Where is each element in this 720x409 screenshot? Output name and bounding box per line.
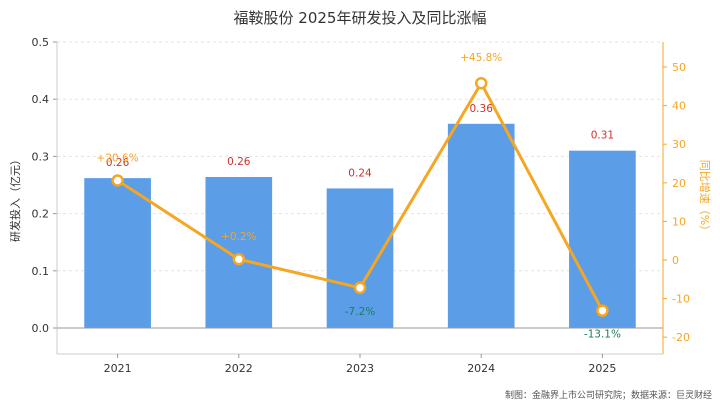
growth-value-label: +20.6% <box>97 152 139 164</box>
y-tick-label: 0.1 <box>32 265 50 278</box>
y-tick-label: 0.0 <box>32 322 50 335</box>
line-series <box>111 76 609 317</box>
y2-tick-label: 30 <box>672 138 686 151</box>
y-tick-label: 0.3 <box>32 150 50 163</box>
growth-value-label: +45.8% <box>460 52 502 64</box>
y2-tick-label: -10 <box>672 293 690 306</box>
bar-value-label: 0.26 <box>227 156 251 168</box>
bar-series <box>84 123 636 329</box>
growth-point <box>232 252 246 266</box>
y-axis-title: 研发投入（亿元） <box>8 154 22 242</box>
y-tick-label: 0.4 <box>32 93 50 106</box>
growth-point <box>474 76 488 90</box>
growth-point <box>353 281 367 295</box>
data-labels: 0.26 0.26 0.24 0.36 0.31 +20.6% +0.2% -7.2% +45.… <box>97 52 621 340</box>
growth-value-label: +0.2% <box>221 231 256 243</box>
chart-title: 福鞍股份 2025年研发投入及同比涨幅 <box>234 9 487 27</box>
growth-value-label: -13.1% <box>584 329 621 341</box>
y2-tick-label: 10 <box>672 215 686 228</box>
x-tick-label: 2021 <box>104 362 132 375</box>
bar-value-label: 0.24 <box>348 167 372 179</box>
y-tick-label: 0.2 <box>32 208 50 221</box>
bar <box>569 150 636 328</box>
footer-source: 制图：金融界上市公司研究院；数据来源：巨灵财经 <box>505 389 712 401</box>
x-tick-label: 2023 <box>346 362 374 375</box>
y2-tick-label: 40 <box>672 100 686 113</box>
bar <box>205 176 273 328</box>
x-tick-label: 2022 <box>225 362 253 375</box>
y-tick-label: 0.5 <box>32 36 50 49</box>
axes: 0.0 0.1 0.2 0.3 0.4 0.5 -20 -10 0 10 20 30 40 50 2021 2… <box>32 36 690 375</box>
bar-value-label: 0.26 <box>106 157 130 169</box>
bar <box>84 178 151 328</box>
bar <box>447 123 515 329</box>
bar-value-label: 0.36 <box>470 103 494 115</box>
growth-point <box>596 304 609 317</box>
y2-tick-label: 20 <box>672 177 686 190</box>
x-tick-label: 2024 <box>467 362 495 375</box>
bar <box>326 188 394 328</box>
y2-tick-label: 50 <box>672 61 686 74</box>
growth-point <box>111 174 124 187</box>
y2-tick-label: -20 <box>672 331 690 344</box>
y2-axis-title: 同比增速（%） <box>698 160 712 236</box>
bar-value-label: 0.31 <box>591 130 614 142</box>
y2-tick-label: 0 <box>672 254 679 267</box>
growth-value-label: -7.2% <box>345 306 375 318</box>
x-tick-label: 2025 <box>588 362 616 375</box>
